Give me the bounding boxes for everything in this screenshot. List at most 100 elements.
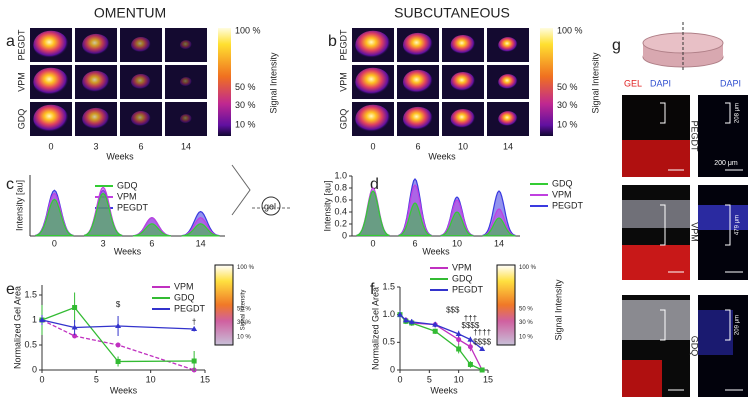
signal-blob (498, 37, 518, 53)
x-tick-label: 10 (452, 238, 462, 248)
x-tick-label: 15 (200, 374, 210, 384)
legend-label: PEGDT (117, 202, 149, 212)
row-label: GDQ (338, 109, 348, 130)
marker (115, 359, 121, 364)
intensity-profile (83, 192, 123, 237)
y-tick-label: 0.5 (24, 339, 37, 349)
legend-label: GDQ (174, 292, 195, 302)
signal-blob (180, 40, 192, 50)
annotation: $ (116, 300, 121, 309)
x-tick-label: 5 (427, 374, 432, 384)
marker (39, 317, 45, 322)
signal-blob (498, 74, 518, 90)
colorbar (496, 264, 516, 346)
signal-blob (33, 67, 69, 97)
intensity-profile (482, 217, 516, 237)
colorbar-label: 100 % (235, 26, 261, 36)
colorbar-title: Signal Intensity (590, 52, 600, 114)
y-tick-label: 1.5 (382, 281, 395, 291)
annotation: ††† (464, 314, 477, 323)
column-label: 0 (48, 141, 53, 151)
x-tick-label: 6 (149, 238, 154, 248)
colorbar-label: 100 % (519, 265, 537, 271)
panel-letter: d (370, 176, 379, 193)
colorbar-label: 10 % (519, 335, 533, 341)
colorbar-label: 50 % (237, 307, 251, 313)
column-label: 3 (93, 141, 98, 151)
y-tick-label: 0.5 (382, 337, 395, 347)
row-label: PEGDT (16, 29, 26, 61)
y-tick-label: 0.8 (334, 182, 347, 192)
colorbar-label: 10 % (557, 120, 578, 130)
axis-label: Weeks (106, 151, 134, 161)
x-tick-label: 10 (454, 374, 464, 384)
y-tick-label: 0 (390, 364, 395, 374)
signal-blob (403, 106, 433, 132)
panel-title: OMENTUM (94, 5, 166, 21)
colorbar-label: 50 % (235, 82, 256, 92)
signal-blob (131, 111, 151, 127)
series-line (41, 306, 195, 363)
y-tick-label: 0.2 (334, 218, 347, 228)
marker (456, 337, 462, 343)
legend-label: VPM (452, 262, 472, 272)
column-label: 10 (458, 141, 468, 151)
row-label: VPM (16, 72, 26, 92)
intensity-profile (35, 198, 74, 237)
row-label: GDQ (690, 336, 700, 357)
x-tick-label: 0 (52, 238, 57, 248)
marker (72, 305, 78, 310)
marker (467, 361, 473, 367)
axis-label: Weeks (428, 151, 456, 161)
y-tick-label: 1.0 (334, 170, 347, 180)
signal-blob (82, 70, 110, 94)
channel-label: DAPI (720, 78, 741, 88)
y-axis-label: Intensity [au] (322, 180, 332, 231)
panel-letter: b (328, 33, 337, 50)
x-tick-label: 14 (196, 238, 206, 248)
panel-letter: e (6, 281, 15, 298)
y-tick-label: 1 (32, 314, 37, 324)
signal-blob (82, 107, 110, 131)
x-tick-label: 15 (483, 374, 493, 384)
signal-blob (180, 114, 192, 124)
annotation: $$$ (446, 305, 460, 314)
diagram-label: gel (264, 201, 276, 211)
marker (479, 367, 485, 373)
legend-label: GDQ (452, 273, 473, 283)
legend-label: PEGDT (452, 284, 484, 294)
row-label: PEGDT (338, 29, 348, 61)
signal-blob (403, 32, 433, 58)
signal-blob (33, 104, 69, 134)
x-axis-label: Weeks (430, 385, 458, 395)
x-tick-label: 10 (146, 374, 156, 384)
colorbar (218, 28, 231, 136)
colorbar-label: 50 % (519, 307, 533, 313)
colorbar-title: Signal Intensity (241, 290, 247, 331)
signal-blob (33, 30, 69, 60)
signal-blob (131, 37, 151, 53)
y-axis-label: Normalized Gel Area (370, 287, 380, 370)
y-tick-label: 0 (32, 364, 37, 374)
annotation: †††† (473, 328, 491, 337)
y-tick-label: 0.6 (334, 194, 347, 204)
signal-blob (131, 74, 151, 90)
marker (72, 333, 78, 339)
colorbar-title: Signal Intensity (553, 279, 563, 341)
series-line (41, 319, 195, 330)
legend-label: GDQ (117, 180, 138, 190)
y-axis-label: Normalized Gel Area (12, 286, 22, 369)
x-tick-label: 3 (101, 238, 106, 248)
y-axis-label: Intensity [au] (14, 180, 24, 231)
intensity-profile (132, 223, 171, 237)
signal-blob (82, 33, 110, 57)
marker (397, 311, 403, 317)
row-label: GDQ (16, 109, 26, 130)
signal-blob (355, 104, 391, 134)
signal-blob (355, 67, 391, 97)
colorbar (540, 28, 553, 136)
column-label: 6 (138, 141, 143, 151)
colorbar (214, 264, 234, 346)
panel-letter: a (6, 33, 15, 50)
